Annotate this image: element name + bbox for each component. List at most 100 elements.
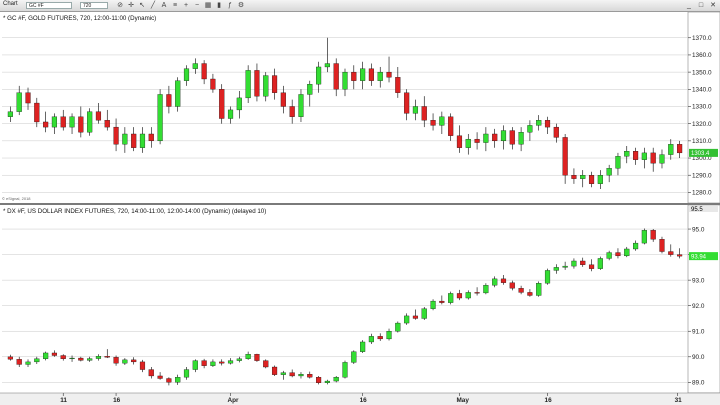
candle-body [509,130,515,145]
candle-body [650,152,656,164]
candle-body [483,133,489,143]
candle-body [34,102,40,123]
candle-body [668,251,674,255]
zoom-out-icon[interactable]: − [194,2,200,9]
y-tick-label: 1300.0 [692,155,712,162]
panel-title: * DX #F, US DOLLAR INDEX FUTURES, 720, 1… [3,208,266,215]
candle-body [95,356,102,359]
candle-body [571,260,577,267]
cursor-icon[interactable]: ↖ [139,2,145,9]
settings-icon[interactable]: ⚙ [237,2,245,9]
candle-body [166,378,172,383]
y-tick-label: 1290.0 [692,172,712,179]
candle-body [271,75,278,93]
close-button[interactable]: ✕ [710,2,716,9]
panel-divider [0,203,720,205]
candle-body [307,83,313,95]
gold-futures-panel[interactable]: 1280.0 1290.0 1300.0 1310.0 1320.0 1330.0 1340… [0,12,720,204]
candle-body [404,92,410,114]
candle-body [69,116,75,128]
candle-body [386,331,392,340]
candle-body [518,132,524,145]
candle-body [227,109,234,119]
candle-body [175,80,181,107]
copyright-credit: © eSignal, 2018 [2,196,31,201]
candle-body [624,248,630,257]
candle-body [465,292,471,299]
candle-body [615,252,621,257]
candle-body [597,175,603,184]
interval-field[interactable]: 720 [80,2,108,9]
candle-body [588,175,595,184]
candle-body [60,355,66,359]
last-price-label: 1303.4 [691,151,710,157]
date-axis: 11 16 Apr 16 May 16 31 [0,203,720,405]
candle-body [280,92,286,107]
candle-body [492,278,498,286]
candle-body [263,75,269,97]
candle-body [395,77,401,93]
text-tool-icon[interactable]: A [161,2,167,9]
candle-body [157,94,163,142]
candle-body [201,63,207,80]
candle-body [201,360,207,366]
candle-body [219,89,225,119]
candle-body [544,120,551,128]
chart-area[interactable]: 1280.0 1290.0 1300.0 1310.0 1320.0 1330.0 1340… [0,12,720,405]
candle-body [650,230,656,240]
date-axis-background [0,393,720,405]
candle-body [324,380,330,383]
candle-body [210,361,216,366]
candle-body [659,154,665,164]
candle-body [553,126,559,138]
candle-body [16,359,22,365]
candle-body [342,71,348,90]
candle-body [677,254,683,257]
candle-body [289,372,295,377]
candle-body [571,175,577,179]
candle-body [245,354,251,359]
fib-icon[interactable]: ≡ [172,2,178,9]
candle-body [588,264,595,269]
studies-icon[interactable]: ƒ [228,2,232,9]
candle-body [492,133,498,142]
candle-body [69,357,75,360]
candle-body [113,126,119,145]
candle-body [641,230,647,244]
bar-style-icon[interactable]: ▮ [217,2,221,9]
y-tick-label: 1370.0 [692,35,712,42]
candle-body [104,120,110,128]
draw-line-icon[interactable]: ╱ [150,2,156,9]
zoom-in-icon[interactable]: + [183,2,189,9]
candle-body [95,111,102,121]
candle-body [527,125,533,133]
candle-body [298,374,304,377]
candle-body [236,97,242,111]
dollar-index-panel[interactable]: 89.090.091.092.093.094.095.0* DX #F, US … [0,204,720,394]
candle-body [122,133,128,145]
maximize-button[interactable]: □ [698,2,704,9]
candle-body [368,336,374,343]
candle-body [245,70,251,99]
candle-body [465,138,471,148]
candle-body [430,120,436,126]
y-tick-label: 93.0 [692,277,705,284]
last-price-label: 93.94 [691,254,707,260]
candle-body [412,106,419,114]
candle-body [536,283,542,296]
grid-icon[interactable]: ▦ [204,2,212,9]
minimize-button[interactable]: _ [687,2,691,9]
y-tick-label: 1280.0 [692,190,712,197]
candle-body [263,360,269,368]
date-tick-label: 11 [60,397,67,404]
candle-body [157,375,163,379]
symbol-field[interactable]: GC #F [26,2,72,9]
crosshair-icon[interactable]: ✛ [128,2,134,9]
date-tick-label: 16 [545,397,553,404]
candle-body [60,116,66,128]
candle-body [368,68,374,81]
y-tick-label: 1340.0 [692,87,712,94]
link-icon[interactable]: ⊘ [117,2,123,9]
y-tick-label: 95.0 [692,226,705,233]
candle-body [509,282,515,289]
